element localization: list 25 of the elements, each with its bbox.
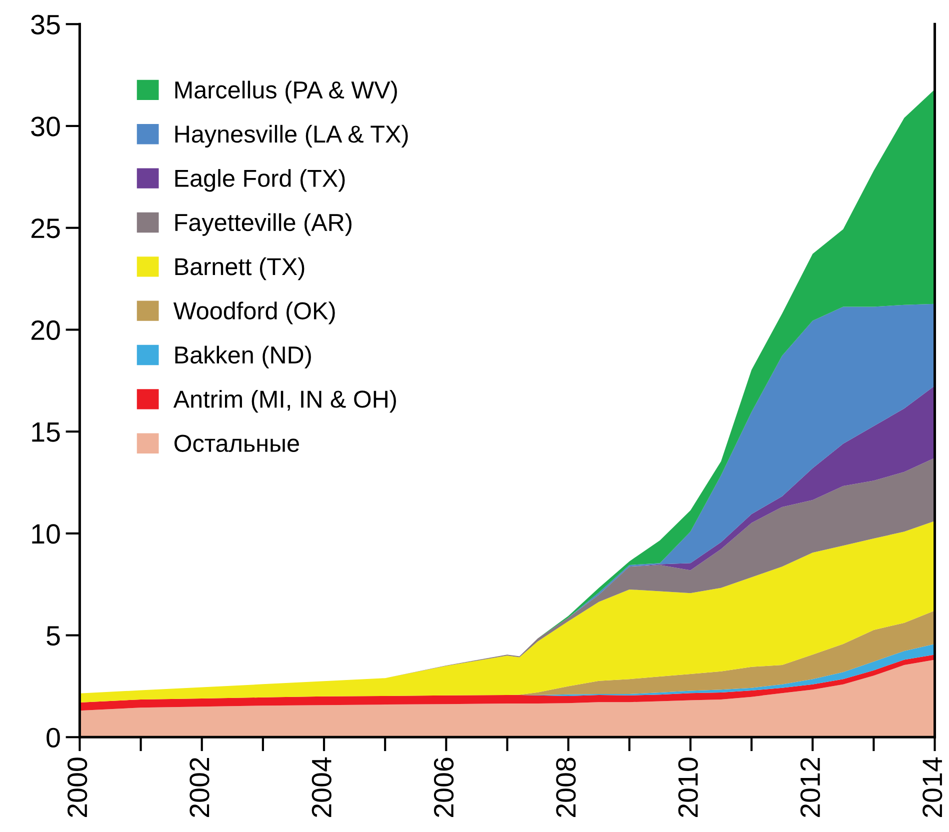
x-tick-label: 2006 (434, 758, 454, 817)
legend-label: Fayetteville (AR) (175, 213, 352, 236)
x-tick-label: 2010 (678, 758, 698, 817)
y-tick-label: 30 (31, 116, 60, 136)
legend-label: Antrim (MI, IN & OH) (173, 390, 396, 413)
y-tick-label: 0 (46, 728, 60, 748)
y-tick-label: 10 (32, 524, 60, 544)
y-tick-label: 15 (32, 422, 60, 442)
x-tick-label: 2000 (68, 758, 88, 817)
y-tick-label: 5 (46, 626, 60, 646)
legend-label: Woodford (OK) (173, 302, 335, 324)
legend-label: Остальные (174, 434, 299, 452)
x-tick-label: 2014 (922, 757, 942, 817)
legend-label: Barnett (TX) (175, 257, 304, 280)
y-tick-label: 20 (31, 320, 60, 340)
y-tick-label: 25 (31, 218, 60, 238)
x-tick-label: 2008 (556, 758, 576, 817)
legend-label: Marcellus (PA & WV) (175, 80, 397, 104)
y-tick-label: 35 (31, 14, 60, 34)
x-tick-label: 2004 (312, 757, 332, 817)
x-tick-label: 2012 (800, 758, 820, 817)
legend-label: Eagle Ford (TX) (175, 169, 345, 192)
legend-label: Haynesville (LA & TX) (175, 124, 408, 148)
x-tick-label: 2002 (190, 758, 210, 817)
legend-label: Bakken (ND) (175, 346, 311, 368)
